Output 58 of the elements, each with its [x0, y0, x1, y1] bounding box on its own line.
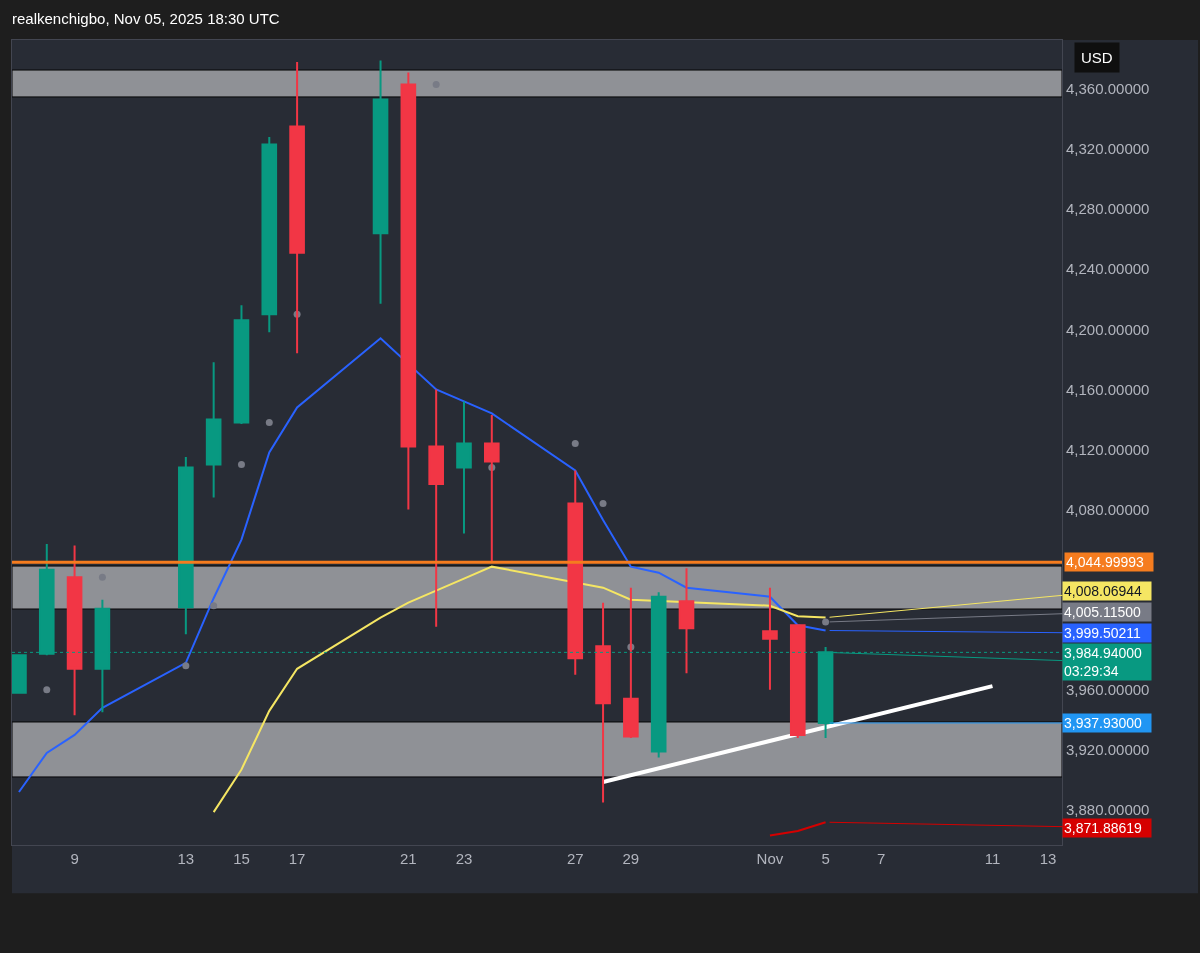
candlestick: [178, 456, 194, 636]
candlestick: [261, 136, 278, 334]
y-tick-label: 3,920.00000: [1066, 741, 1150, 759]
y-tick-label: 3,880.00000: [1066, 801, 1150, 819]
ref-line-label: 4,044.99993: [1066, 554, 1145, 570]
candlestick: [205, 361, 222, 499]
x-tick-label: 17: [288, 850, 306, 867]
point: [237, 461, 245, 469]
candlestick: [456, 400, 472, 535]
y-tick-label: 4,280.00000: [1066, 200, 1150, 218]
y-tick-label: 4,200.00000: [1066, 320, 1150, 338]
point: [182, 662, 190, 670]
annotation: 4,005.11500: [1064, 604, 1142, 620]
point: [599, 500, 607, 508]
annotation: 4,008.06944: [1064, 583, 1143, 599]
candlestick: [66, 544, 83, 717]
y-tick-label: 4,360.00000: [1066, 80, 1150, 98]
point: [571, 439, 579, 447]
x-tick-label: 29: [622, 850, 640, 867]
annotation: 3,937.93000: [1064, 715, 1143, 731]
candlestick: [762, 586, 778, 691]
x-tick-label: 27: [566, 850, 584, 867]
x-tick-label: 21: [400, 850, 417, 867]
candlestick: [789, 624, 806, 739]
y-tick-label: 4,160.00000: [1066, 380, 1150, 398]
y-tick-label: 4,240.00000: [1066, 260, 1150, 278]
y-tick-label: 4,120.00000: [1066, 440, 1150, 458]
point: [265, 418, 273, 426]
candlestick: [623, 586, 639, 739]
chart-title: realkenchigbo, Nov 05, 2025 18:30 UTC: [12, 9, 280, 27]
x-tick-label: 15: [233, 850, 250, 867]
x-tick-label: Nov: [756, 850, 784, 867]
point: [43, 686, 51, 694]
candlestick: [289, 60, 305, 355]
y-tick-label: 4,080.00000: [1066, 500, 1150, 518]
candlestick: [567, 469, 584, 676]
candlestick: [678, 567, 695, 675]
x-tick-label: 13: [177, 850, 195, 867]
annotation: 3,984.94000 03:29:34: [1064, 645, 1143, 680]
point: [210, 602, 218, 610]
x-tick-label: 9: [70, 850, 79, 867]
x-tick-label: 7: [877, 850, 886, 867]
y-tick-label: 4,320.00000: [1066, 140, 1150, 158]
candlestick: [428, 388, 444, 628]
candlestick: [483, 413, 500, 564]
point: [822, 618, 830, 626]
x-tick-label: 23: [455, 850, 473, 867]
candlestick: [233, 304, 250, 425]
x-tick-label: 13: [1039, 850, 1057, 867]
y-axis-title: USD: [1081, 49, 1113, 66]
x-tick-label: 11: [984, 850, 1001, 867]
annotation: 3,999.50211: [1064, 625, 1142, 641]
y-tick-label: 3,960.00000: [1066, 681, 1150, 699]
candlestick: [372, 59, 389, 305]
candlestick: [595, 601, 611, 804]
candlestick: [400, 71, 417, 511]
x-tick-label: 5: [821, 850, 830, 867]
annotation: 3,871.88619: [1064, 820, 1143, 836]
